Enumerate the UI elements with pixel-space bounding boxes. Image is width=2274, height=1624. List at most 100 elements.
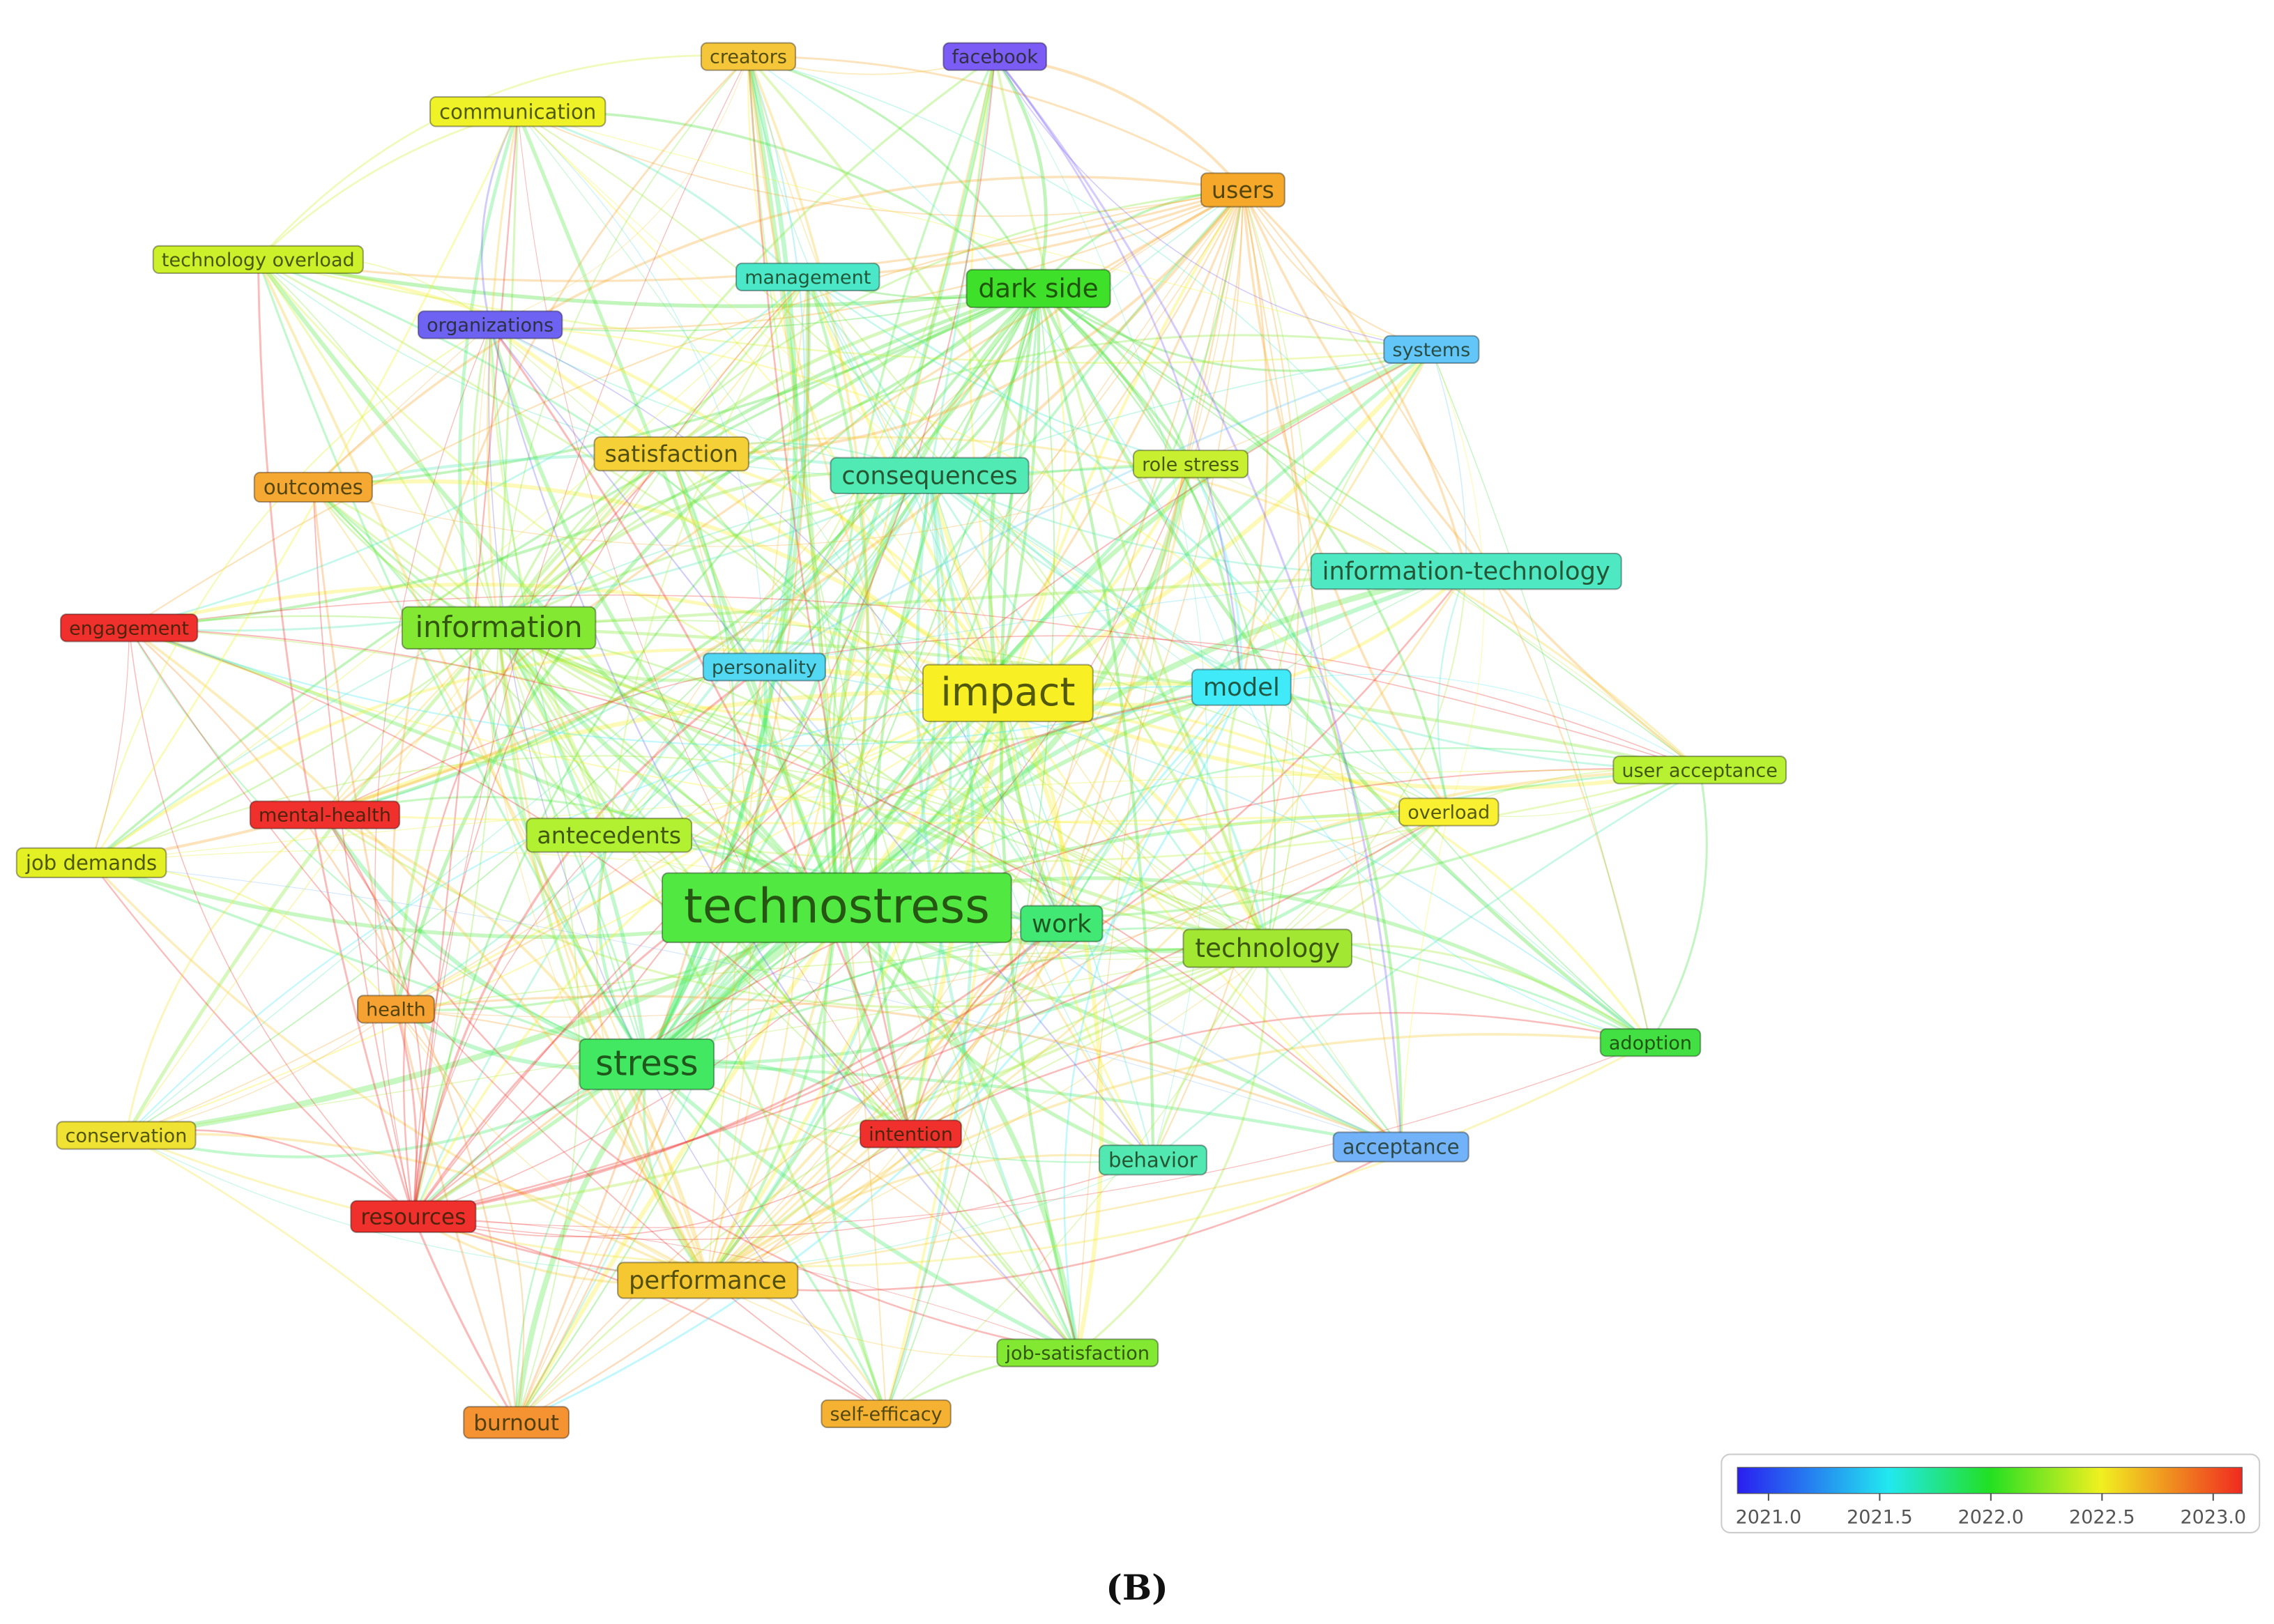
edge — [1190, 190, 1244, 465]
node-box — [1612, 756, 1787, 785]
edge — [498, 627, 1651, 1044]
edge — [1400, 811, 1450, 1147]
legend-tick-label: 2022.0 — [1958, 1507, 2024, 1529]
edge — [498, 620, 1449, 813]
edge — [988, 288, 1064, 925]
edge — [90, 861, 708, 1282]
edge — [1060, 190, 1244, 924]
node-label: user acceptance — [1621, 760, 1777, 781]
node-box — [152, 245, 364, 275]
edge — [994, 56, 1432, 351]
node: impact — [922, 664, 1094, 723]
legend-tick-label: 2021.0 — [1736, 1507, 1802, 1529]
node-box — [735, 262, 880, 291]
edge — [1007, 691, 1651, 1043]
edge — [312, 487, 709, 1281]
edge — [498, 55, 996, 629]
node-label: creators — [710, 47, 787, 68]
node: technology — [1182, 928, 1353, 968]
edge — [646, 686, 1242, 1065]
node: personality — [702, 652, 826, 682]
edge — [910, 1133, 1078, 1354]
node: engagement — [59, 613, 199, 643]
edge — [413, 923, 1062, 1218]
node: user acceptance — [1612, 756, 1787, 785]
edge — [313, 479, 1009, 695]
edge — [885, 190, 1244, 1414]
edge — [747, 56, 1009, 694]
edge — [646, 747, 1700, 1065]
edge — [125, 190, 1244, 1136]
edge — [831, 286, 1041, 908]
edge — [125, 1133, 709, 1282]
edge — [707, 190, 1244, 1281]
edge — [836, 190, 1244, 909]
edge — [806, 276, 870, 908]
edge — [706, 56, 869, 1281]
node-box — [1398, 797, 1500, 827]
edge — [929, 475, 1449, 813]
edge — [395, 1009, 525, 1423]
edge — [489, 324, 1062, 924]
node: adoption — [1599, 1028, 1702, 1057]
edge — [498, 627, 1402, 1148]
node: intention — [859, 1119, 963, 1149]
edge — [498, 189, 1243, 629]
edge — [746, 56, 839, 908]
edge — [834, 568, 1467, 910]
edge — [412, 627, 500, 1217]
node-box — [1599, 1028, 1702, 1057]
edge — [646, 1063, 887, 1415]
edge — [993, 56, 1403, 1147]
edge — [1038, 288, 1700, 771]
edge — [1061, 769, 1700, 925]
edge — [128, 627, 517, 1423]
edge — [489, 324, 648, 1065]
node-box — [830, 457, 1030, 495]
edge — [821, 907, 888, 1415]
node-box — [56, 1121, 197, 1150]
node: information — [401, 606, 597, 650]
edge — [708, 1146, 1401, 1282]
edge — [517, 111, 1432, 351]
nodes: creators facebook communication users techno… — [15, 42, 1787, 1439]
edge — [516, 923, 1062, 1423]
edge — [1006, 189, 1244, 694]
edge — [91, 627, 130, 863]
node-box — [859, 1119, 963, 1149]
node: role stress — [1132, 450, 1249, 479]
node: job demands — [15, 847, 167, 878]
edge — [324, 475, 931, 816]
node: users — [1200, 172, 1285, 208]
edge — [884, 475, 975, 1415]
edge — [324, 635, 1700, 815]
edge — [312, 487, 518, 1423]
edge — [125, 1063, 648, 1158]
edge — [763, 666, 1402, 1148]
edge — [763, 348, 1432, 668]
edge — [125, 813, 326, 1136]
node-box — [356, 995, 435, 1024]
edge — [458, 111, 648, 1066]
edge — [324, 811, 1449, 825]
edge — [391, 56, 749, 1010]
node: work — [1020, 905, 1104, 942]
node-label: satisfaction — [604, 441, 738, 468]
node-label: acceptance — [1343, 1135, 1460, 1159]
edge — [1076, 190, 1244, 1354]
edge — [128, 287, 1039, 629]
edge — [394, 627, 501, 1010]
edge — [671, 453, 765, 668]
edge — [1430, 349, 1467, 572]
edge — [91, 862, 1401, 1148]
edge — [1242, 189, 1467, 572]
edge — [394, 286, 1039, 1010]
node: performance — [617, 1262, 799, 1299]
edge — [1242, 190, 1402, 1147]
edge — [1007, 691, 1700, 790]
node: dark side — [966, 268, 1111, 309]
node-label: management — [745, 267, 871, 289]
edge — [395, 1008, 1078, 1354]
edge — [412, 666, 765, 1217]
edge — [1037, 288, 1276, 949]
